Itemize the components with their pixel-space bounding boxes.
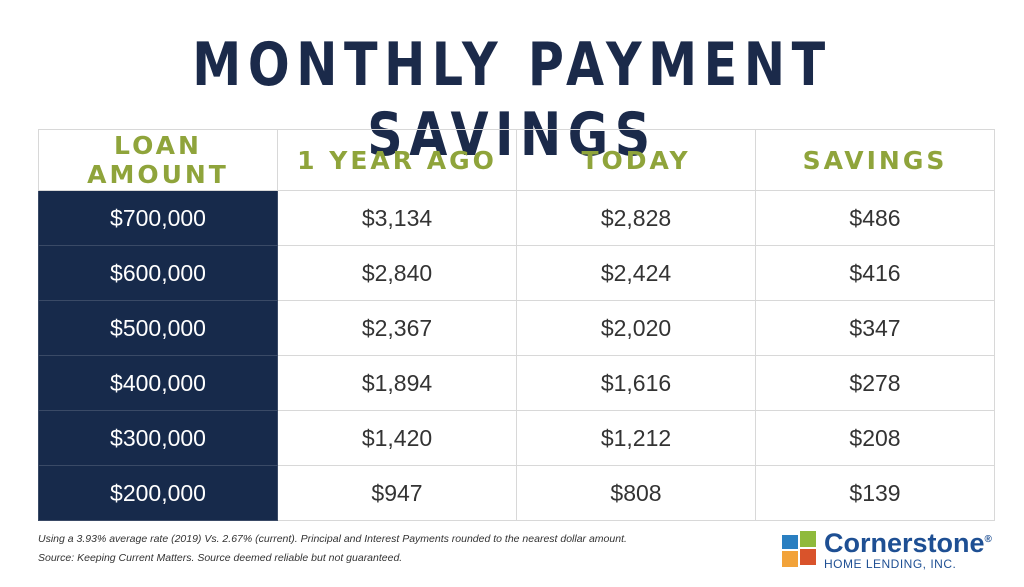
logo-name: Cornerstone® <box>824 528 992 558</box>
column-header: LOAN AMOUNT <box>38 129 278 191</box>
cell: $300,000 <box>38 410 278 466</box>
cell: $400,000 <box>38 355 278 411</box>
cell: $1,894 <box>277 355 517 411</box>
row: $200,000 $947 $808 $139 <box>38 465 995 521</box>
cell: $700,000 <box>38 190 278 246</box>
cell: $600,000 <box>38 245 278 301</box>
cell: $347 <box>755 300 995 356</box>
logo-icon <box>782 530 816 567</box>
note: Using a 3.93% average rate (2019) Vs. 2.… <box>38 533 627 545</box>
row: $300,000 $1,420 $1,212 $208 <box>38 410 995 466</box>
cell: $278 <box>755 355 995 411</box>
cell: $486 <box>755 190 995 246</box>
cell: $500,000 <box>38 300 278 356</box>
row: $700,000 $3,134 $2,828 $486 <box>38 190 995 246</box>
row: $500,000 $2,367 $2,020 $347 <box>38 300 995 356</box>
cell: $3,134 <box>277 190 517 246</box>
cell: $208 <box>755 410 995 466</box>
logo-subtitle: HOME LENDING, INC. <box>824 557 957 571</box>
cell: $947 <box>277 465 517 521</box>
cell: $1,616 <box>516 355 756 411</box>
column-header: 1 YEAR AGO <box>277 129 517 191</box>
cell: $200,000 <box>38 465 278 521</box>
column-header: TODAY <box>516 129 756 191</box>
cell: $416 <box>755 245 995 301</box>
cell: $1,420 <box>277 410 517 466</box>
savings-table: LOAN AMOUNT 1 YEAR AGO TODAY SAVINGS $700,0… <box>38 129 995 521</box>
cell: $1,212 <box>516 410 756 466</box>
cell: $2,840 <box>277 245 517 301</box>
logo: Cornerstone® HOME LENDING, INC. <box>782 526 992 571</box>
row: $600,000 $2,840 $2,424 $416 <box>38 245 995 301</box>
note: Source: Keeping Current Matters. Source … <box>38 552 403 564</box>
cell: $2,828 <box>516 190 756 246</box>
cell: $808 <box>516 465 756 521</box>
cell: $2,020 <box>516 300 756 356</box>
notes: Using a 3.93% average rate (2019) Vs. 2.… <box>38 530 627 568</box>
header-row: LOAN AMOUNT 1 YEAR AGO TODAY SAVINGS <box>38 129 995 191</box>
cell: $2,367 <box>277 300 517 356</box>
cell: $139 <box>755 465 995 521</box>
column-header: SAVINGS <box>755 129 995 191</box>
cell: $2,424 <box>516 245 756 301</box>
row: $400,000 $1,894 $1,616 $278 <box>38 355 995 411</box>
table-body: $700,000 $3,134 $2,828 $486 $600,000 $2,840 $2… <box>38 190 995 521</box>
